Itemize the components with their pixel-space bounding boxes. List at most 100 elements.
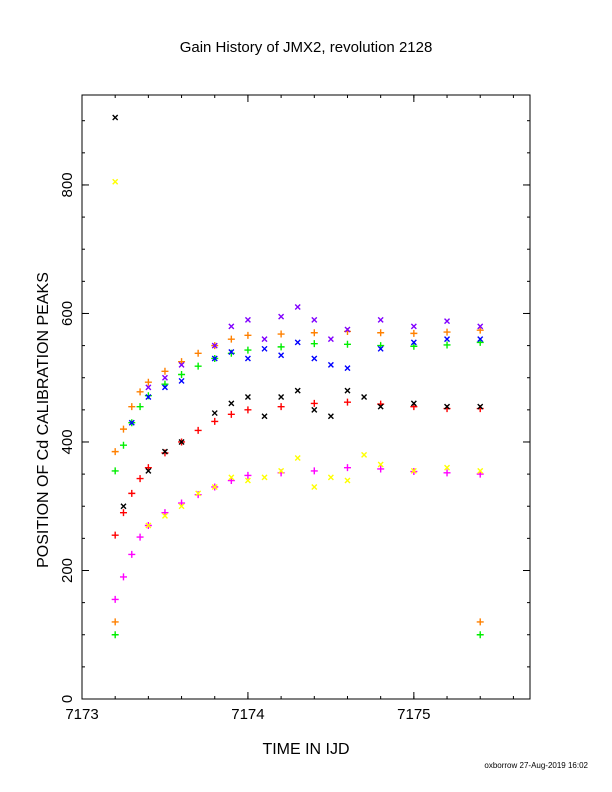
y-tick-label: 800: [59, 172, 76, 197]
data-point: [178, 377, 185, 384]
data-point: [119, 573, 127, 581]
x-tick-label: 7174: [231, 706, 264, 723]
data-point: [111, 467, 119, 475]
data-point: [161, 449, 169, 457]
data-point: [311, 316, 318, 323]
x-tick-label: 7173: [65, 706, 98, 723]
data-point: [211, 355, 218, 362]
data-point: [227, 349, 235, 357]
data-point: [244, 471, 252, 479]
data-point: [310, 399, 318, 407]
plot-area: [81, 94, 531, 700]
series-1: [111, 338, 484, 475]
data-point: [410, 329, 418, 337]
data-point: [310, 329, 318, 337]
data-point: [244, 355, 251, 362]
data-point: [444, 464, 451, 471]
series-6: [128, 336, 484, 426]
data-point: [361, 451, 368, 458]
data-point: [294, 387, 301, 394]
data-point: [410, 339, 417, 346]
data-point: [244, 346, 252, 354]
data-point: [444, 336, 451, 343]
data-point: [343, 340, 351, 348]
data-point: [261, 413, 268, 420]
data-point: [136, 475, 144, 483]
footer-credit: oxborrow 27-Aug-2019 16:02: [484, 761, 588, 770]
data-point: [161, 374, 168, 381]
data-point: [477, 323, 484, 330]
x-axis-label: TIME IN IJD: [262, 741, 349, 758]
data-point: [136, 403, 144, 411]
data-point: [128, 489, 136, 497]
data-point: [278, 394, 285, 400]
x-tick-label: 7175: [397, 706, 430, 723]
axis-ticks: 7173 7174 7175 0 200 400 600 800: [59, 95, 530, 723]
y-tick-label: 200: [59, 558, 76, 583]
data-point: [161, 448, 168, 455]
data-point: [120, 503, 127, 510]
data-point: [228, 323, 235, 330]
data-point: [294, 455, 301, 462]
data-point: [410, 342, 418, 350]
data-point: [244, 406, 252, 414]
data-point: [310, 467, 318, 475]
data-point: [477, 403, 484, 410]
data-point: [194, 362, 202, 370]
y-tick-label: 0: [59, 695, 76, 703]
data-point: [194, 491, 202, 499]
data-point: [410, 400, 417, 407]
data-point: [228, 349, 235, 356]
data-point: [128, 403, 136, 411]
data-point: [144, 392, 152, 400]
data-point: [311, 406, 318, 413]
data-point: [477, 336, 484, 343]
data-point: [327, 474, 334, 481]
data-point: [311, 483, 318, 490]
data-point: [444, 403, 451, 410]
data-point: [294, 339, 301, 346]
data-point: [111, 618, 119, 626]
data-point: [136, 388, 144, 396]
data-point: [261, 336, 268, 343]
data-point: [227, 335, 235, 343]
data-point: [195, 490, 202, 497]
data-point: [111, 448, 119, 456]
series-3: [111, 464, 484, 603]
data-point: [161, 384, 168, 391]
data-point: [228, 400, 235, 407]
data-point: [161, 512, 168, 519]
data-point: [278, 467, 285, 474]
data-point: [327, 413, 334, 420]
data-point: [327, 361, 334, 368]
data-point: [145, 522, 152, 529]
data-point: [211, 417, 219, 425]
data-point: [244, 331, 252, 339]
data-point: [111, 595, 119, 603]
data-point: [377, 461, 384, 468]
data-point: [278, 313, 285, 320]
data-point: [277, 343, 285, 351]
data-point: [211, 483, 218, 490]
data-point: [112, 178, 119, 185]
data-point: [161, 367, 169, 375]
data-point: [244, 316, 251, 323]
data-point: [128, 550, 136, 558]
data-point: [261, 474, 268, 481]
data-point: [128, 419, 135, 426]
data-point: [178, 371, 186, 379]
data-point: [145, 467, 152, 474]
data-point: [443, 328, 451, 336]
data-point: [294, 304, 301, 311]
data-point: [343, 464, 351, 472]
data-point: [343, 398, 351, 406]
data-point: [377, 403, 384, 410]
data-point: [344, 477, 351, 484]
data-point: [410, 467, 417, 474]
data-point: [228, 474, 235, 481]
data-point: [278, 352, 285, 359]
data-point: [344, 387, 351, 394]
data-point: [111, 531, 119, 539]
data-point: [178, 438, 185, 445]
